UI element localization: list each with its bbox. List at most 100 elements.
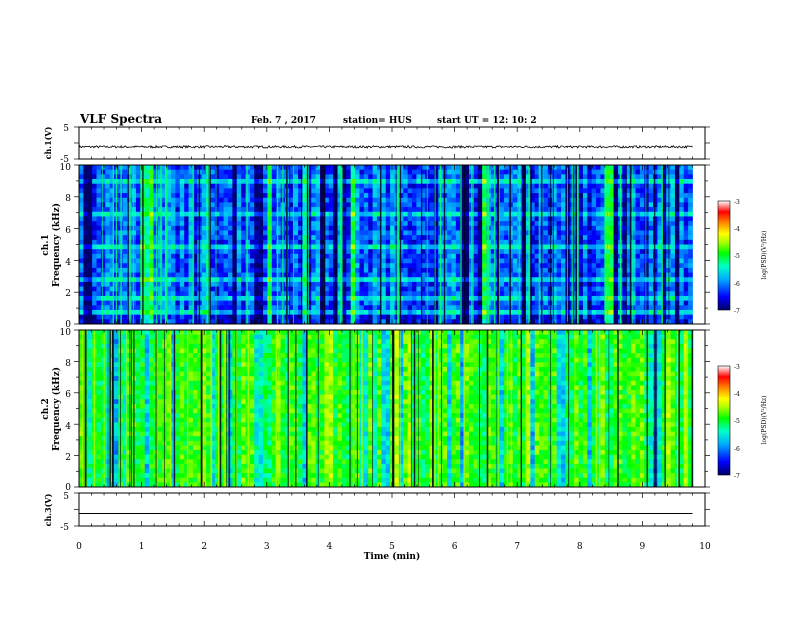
ch1-spectrogram-cell [311,240,316,245]
ch1-spectrogram-cell [184,249,189,254]
ch1-spectrogram-cell [614,198,619,203]
ch1-spectrogram-cell [302,170,307,175]
ch1-spectrogram-cell [346,268,351,273]
ch1-spectrogram-cell [482,240,487,245]
ch1-spectrogram-cell [587,207,592,212]
ch1-spectrogram-cell [596,170,601,175]
ch1-spectrogram-cell [294,315,299,320]
ch1-spectrogram-cell [640,301,645,306]
ch1-spectrogram-cell [136,259,141,264]
ch1-spectrogram-cell [675,315,680,320]
ch1-spectrogram-cell [636,216,641,221]
ch1-spectrogram-cell [649,259,654,264]
ch1-spectrogram-cell [307,315,312,320]
ch1-spectrogram-cell [368,170,373,175]
ch1-spectrogram-cell [105,310,110,315]
ch1-spectrogram-cell [614,305,619,310]
ch1-spectrogram-cell [478,296,483,301]
ch1-spectrogram-cell [390,259,395,264]
ch1-spectrogram-cell [364,263,369,268]
ch1-spectrogram-cell [272,240,277,245]
ch1-spectrogram-cell [97,273,102,278]
ch1-spectrogram-cell [640,277,645,282]
ch1-spectrogram-cell [583,282,588,287]
ch1-spectrogram-cell [631,230,636,235]
ch1-spectrogram-cell [101,212,106,217]
ch1-spectrogram-cell [83,235,88,240]
ch1-spectrogram-cell [136,287,141,292]
ch1-spectrogram-cell [180,277,185,282]
ch1-spectrogram-cell [149,212,154,217]
ch1-spectrogram-cell [145,170,150,175]
ch1-spectrogram-cell [272,202,277,207]
ch1-spectrogram-cell [592,230,597,235]
ch1-spectrogram-cell [557,296,562,301]
ch1-spectrogram-cell [302,202,307,207]
ch1-spectrogram-cell [631,315,636,320]
ch1-spectrogram-cell [416,235,421,240]
ch1-spectrogram-cell [210,193,215,198]
ch1-spectrogram-cell [210,230,215,235]
ch1-spectrogram-cell [105,179,110,184]
ch1-spectrogram-cell [259,216,264,221]
ch2-spectrogram-cell [88,348,93,353]
ch1-spectrogram-cell [329,202,334,207]
ch1-spectrogram-cell [123,277,128,282]
ch1-spectrogram-cell [609,170,614,175]
ch1-spectrogram-cell [171,282,176,287]
ch1-spectrogram-cell [399,305,404,310]
ch1-spectrogram-cell [92,259,97,264]
ch1-spectrogram-cell [592,221,597,226]
ch1-spectrogram-cell [430,212,435,217]
ch1-spectrogram-cell [675,170,680,175]
ch1-spectrogram-cell [408,170,413,175]
ch1-spectrogram-cell [500,240,505,245]
ch1-spectrogram-cell [145,263,150,268]
ch1-spectrogram-cell [631,188,636,193]
ch1-spectrogram-cell [329,296,334,301]
ch1-spectrogram-cell [101,235,106,240]
ch1-spectrogram-cell [149,198,154,203]
ch1-spectrogram-cell [640,221,645,226]
ch1-spectrogram-cell [145,216,150,221]
ch1-spectrogram-cell [145,249,150,254]
ch1-spectrogram-cell [136,193,141,198]
ch1-spectrogram-cell [180,179,185,184]
ch1-spectrogram-cell [215,245,220,250]
ch1-spectrogram-cell [79,174,84,179]
ch1-spectrogram-cell [447,179,452,184]
ch1-spectrogram-cell [342,277,347,282]
ch1-spectrogram-cell [263,291,268,296]
ch1-spectrogram-cell [430,263,435,268]
ch1-spectrogram-cell [88,282,93,287]
ch1-spectrogram-cell [149,287,154,292]
ch1-spectrogram-cell [631,296,636,301]
ch1-spectrogram-cell [631,216,636,221]
ch1-spectrogram-cell [153,277,158,282]
ch1-spectrogram-cell [430,245,435,250]
ch1-spectrogram-cell [473,245,478,250]
ch1-spectrogram-cell [276,193,281,198]
ch1-spectrogram-cell [79,263,84,268]
ch1-spectrogram-cell [88,287,93,292]
ch1-spectrogram-cell [272,315,277,320]
ch1-spectrogram-cell [416,179,421,184]
ch1-spectrogram-cell [79,240,84,245]
ch1-spectrogram-cell [88,174,93,179]
ch1-spectrogram-cell [504,230,509,235]
ch1-spectrogram-cell [307,268,312,273]
ch1-spectrogram-cell [649,221,654,226]
ch1-spectrogram-cell [316,310,321,315]
ch1-spectrogram-cell [465,310,470,315]
ch1-spectrogram-cell [83,287,88,292]
ch1-spectrogram-cell [175,212,180,217]
ch1-spectrogram-cell [184,174,189,179]
ch1-spectrogram-cell [97,315,102,320]
ch1-spectrogram-cell [215,170,220,175]
ch1-spectrogram-cell [373,216,378,221]
ch1-spectrogram-cell [259,188,264,193]
ch1-spectrogram-cell [254,245,259,250]
ch1-spectrogram-cell [346,254,351,259]
ch1-spectrogram-cell [592,291,597,296]
ch1-spectrogram-cell [478,165,483,170]
